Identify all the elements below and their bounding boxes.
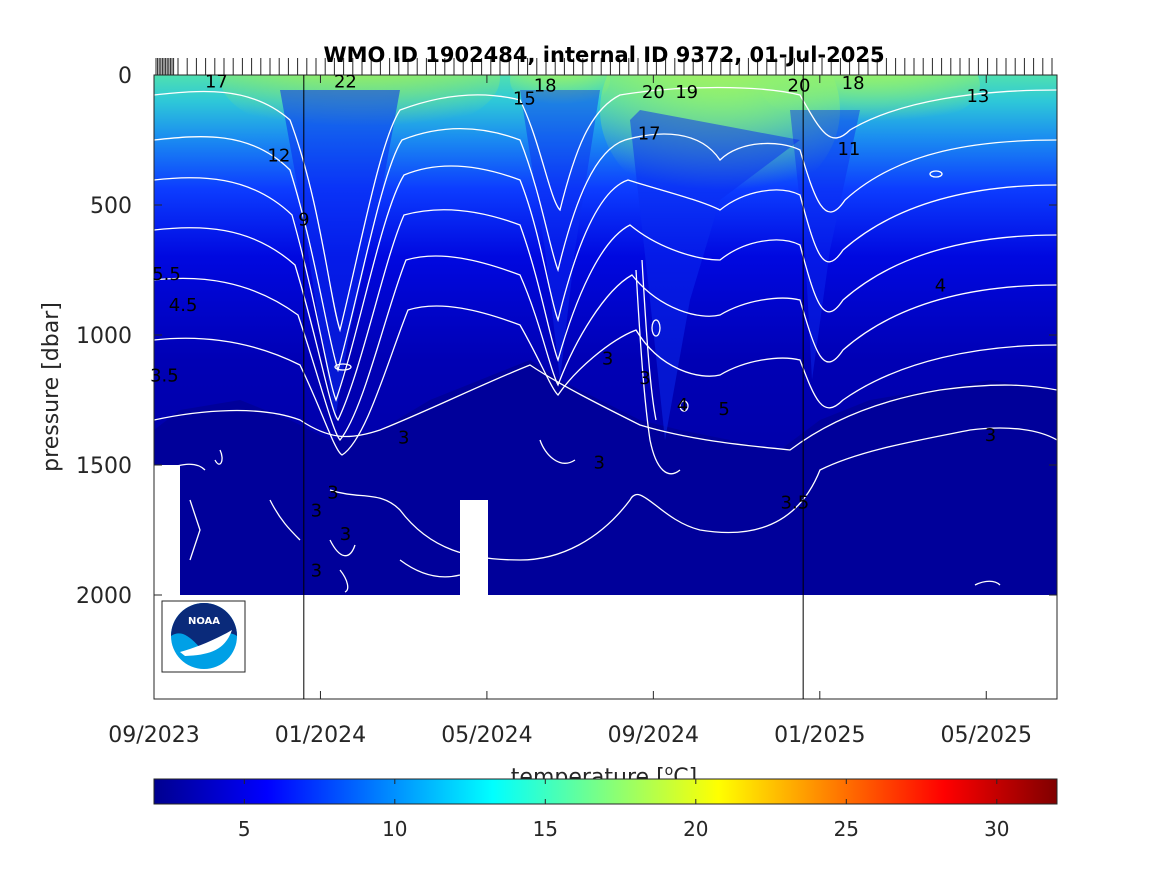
contour-label: 3 [311,501,322,522]
plot-frame [153,74,1058,700]
contour-label: 12 [267,146,290,167]
contour-label: 3 [327,482,338,503]
temperature-field [154,75,1057,595]
colorbar-tick-label: 15 [533,817,558,841]
contour-label: 3 [594,452,605,473]
x-tick-label: 05/2024 [441,723,532,748]
y-axis: 0 500 1000 1500 2000 [76,64,1057,609]
y-axis-label: pressure [dbar] [39,302,64,472]
x-tick-label: 01/2024 [275,723,366,748]
colorbar-tick-label: 30 [984,817,1009,841]
logo-text: NOAA [188,616,220,627]
colorbar-tick-label: 25 [834,817,859,841]
contour-label: 3 [311,560,322,581]
x-tick-label: 09/2024 [608,723,699,748]
colorbar-tick-label: 20 [683,817,708,841]
y-tick-label: 1000 [76,324,132,349]
contour-label: 3.5 [781,493,810,514]
contour-label: 3 [602,348,613,369]
contour-label: 5.5 [152,264,181,285]
x-tick-label: 01/2025 [774,723,865,748]
field-deep [154,360,1057,595]
contour-label: 18 [842,73,865,94]
colorbar-tick-label: 5 [238,817,251,841]
colorbar-ticks: 5 10 15 20 25 30 [238,779,1010,841]
trough-3 [630,110,800,440]
x-tick-label: 05/2025 [941,723,1032,748]
chart-title: WMO ID 1902484, internal ID 9372, 01-Jul… [323,43,884,67]
y-tick-label: 1500 [76,454,132,479]
contour-label: 9 [298,209,309,230]
contour-label: 20 [642,82,665,103]
noaa-logo: NOAA [161,600,246,673]
contour-label: 11 [837,139,860,160]
contour-label: 22 [334,72,357,93]
contour-label: 3 [639,368,650,389]
contour-label: 5 [718,399,729,420]
nodata-gap [460,500,488,595]
contour-label: 17 [638,124,661,145]
trough-4 [790,110,860,380]
contour-label: 4 [935,276,946,297]
y-tick-label: 500 [90,194,132,219]
contour-label: 15 [513,88,536,109]
contour-lines [154,86,1057,593]
year-marker-lines [303,75,804,699]
x-axis: 09/2023 01/2024 05/2024 09/2024 01/2025 05/20… [108,75,1032,748]
contour-label: 4.5 [169,295,198,316]
y-tick-label: 2000 [76,584,132,609]
contour-label: 18 [534,75,557,96]
trough-2 [520,90,600,380]
warm-patch-4 [760,75,980,130]
contour-label: 13 [966,86,989,107]
contour-label: 3.5 [150,365,179,386]
profile-tick-marks [155,58,1053,75]
warm-patch-3 [510,75,610,110]
colorbar-tick-label: 10 [382,817,407,841]
contour-label: 3 [985,425,996,446]
trough-1 [280,90,400,420]
contour-label: 3 [340,524,351,545]
contour-label: 19 [675,82,698,103]
colorbar [153,778,1058,805]
x-tick-label: 09/2023 [108,723,199,748]
nodata-left [154,465,180,595]
contour-label: 20 [788,75,811,96]
contour-label: 3 [398,428,409,449]
contour-label: 4 [677,395,688,416]
contour-label: 17 [205,72,228,93]
y-tick-label: 0 [118,64,132,89]
